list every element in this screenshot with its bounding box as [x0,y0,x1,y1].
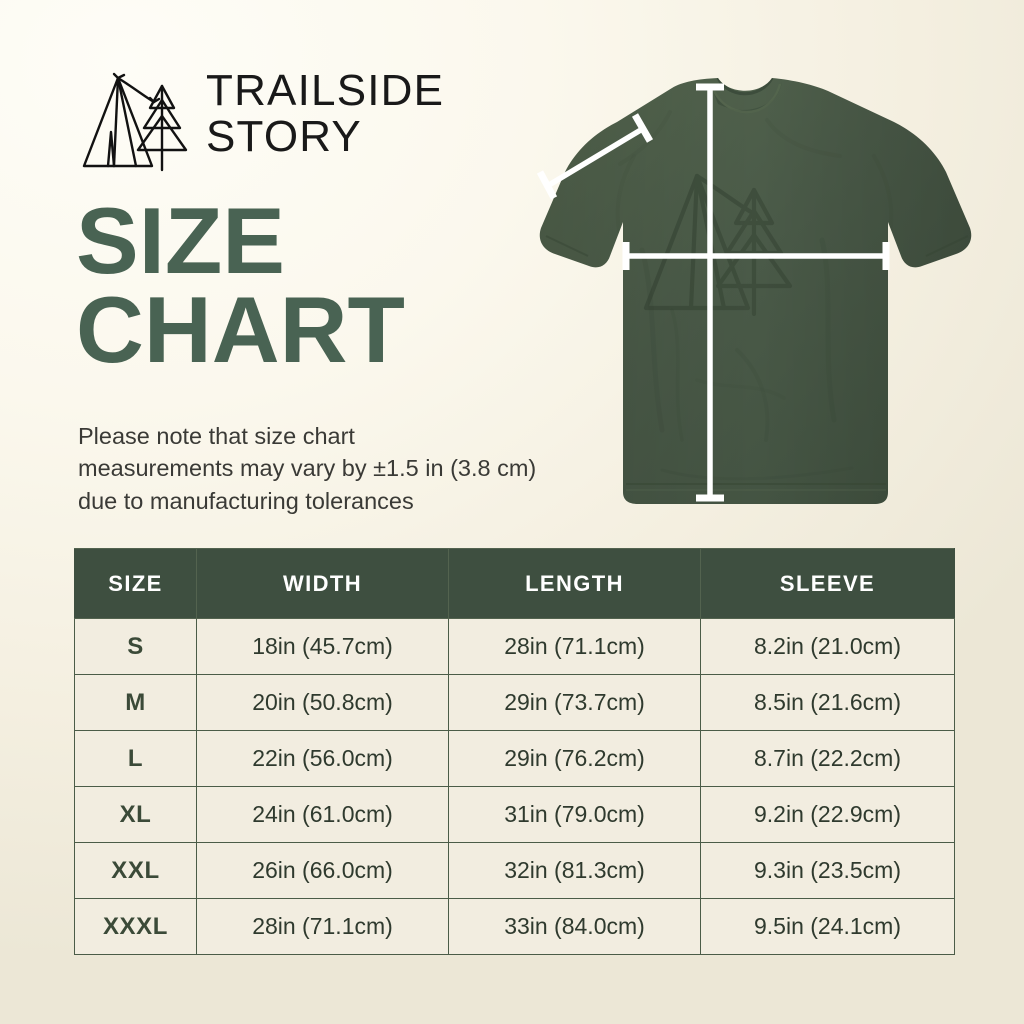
cell-size: XXL [74,842,197,899]
tolerance-note: Please note that size chart measurements… [78,420,598,517]
page-title-line1: SIZE [76,188,285,293]
size-chart-table: SIZE WIDTH LENGTH SLEEVE S 18in (45.7cm) 2… [74,548,955,955]
table-row: M 20in (50.8cm) 29in (73.7cm) 8.5in (21.6cm… [74,674,955,731]
measurement-guides [536,83,890,502]
cell-length: 28in (71.1cm) [448,618,701,675]
table-row: S 18in (45.7cm) 28in (71.1cm) 8.2in (21.0cm… [74,618,955,675]
tshirt-illustration [536,78,972,504]
cell-length: 29in (73.7cm) [448,674,701,731]
cell-width: 20in (50.8cm) [196,674,449,731]
column-header-size: SIZE [74,548,197,619]
brand-name-line2: STORY [206,111,362,161]
column-header-length: LENGTH [448,548,701,619]
size-chart-table-body: S 18in (45.7cm) 28in (71.1cm) 8.2in (21.0cm… [74,618,955,955]
cell-sleeve: 8.7in (22.2cm) [700,730,955,787]
cell-sleeve: 9.5in (24.1cm) [700,898,955,955]
tolerance-note-line3: due to manufacturing tolerances [78,487,414,514]
brand-name-line1: TRAILSIDE [206,66,445,115]
page-title-line2: CHART [76,277,405,383]
table-row: XXXL 28in (71.1cm) 33in (84.0cm) 9.5in (24.… [74,898,955,955]
cell-size: L [74,730,197,787]
page-title: SIZE CHART [76,188,536,383]
cell-size: XXXL [74,898,197,955]
cell-width: 18in (45.7cm) [196,618,449,675]
cell-size: XL [74,786,197,843]
cell-size: M [74,674,197,731]
cell-size: S [74,618,197,675]
brand-logo: TRAILSIDE STORY [78,66,458,186]
table-header-row: SIZE WIDTH LENGTH SLEEVE [74,548,955,619]
length-measure-line [696,83,724,502]
tshirt-diagram: Width Length Sleeve [522,60,992,525]
cell-width: 24in (61.0cm) [196,786,449,843]
cell-width: 22in (56.0cm) [196,730,449,787]
table-row: XL 24in (61.0cm) 31in (79.0cm) 9.2in (22.9c… [74,786,955,843]
brand-name: TRAILSIDE STORY [206,69,456,158]
tolerance-note-line1: Please note that size chart [78,423,355,449]
width-measure-line [622,242,890,270]
column-header-width: WIDTH [196,548,449,619]
cell-length: 29in (76.2cm) [448,730,701,787]
column-header-sleeve: SLEEVE [700,548,955,619]
cell-width: 26in (66.0cm) [196,842,449,899]
tent-pine-tree-icon [78,66,194,176]
sleeve-measure-line [536,113,654,200]
cell-sleeve: 9.3in (23.5cm) [700,842,955,899]
table-row: L 22in (56.0cm) 29in (76.2cm) 8.7in (22.2cm… [74,730,955,787]
cell-length: 31in (79.0cm) [448,786,701,843]
cell-sleeve: 9.2in (22.9cm) [700,786,955,843]
table-row: XXL 26in (66.0cm) 32in (81.3cm) 9.3in (23.5… [74,842,955,899]
cell-length: 33in (84.0cm) [448,898,701,955]
cell-sleeve: 8.5in (21.6cm) [700,674,955,731]
cell-length: 32in (81.3cm) [448,842,701,899]
cell-width: 28in (71.1cm) [196,898,449,955]
cell-sleeve: 8.2in (21.0cm) [700,618,955,675]
tolerance-note-line2: measurements may vary by ±1.5 in (3.8 cm… [78,455,537,482]
